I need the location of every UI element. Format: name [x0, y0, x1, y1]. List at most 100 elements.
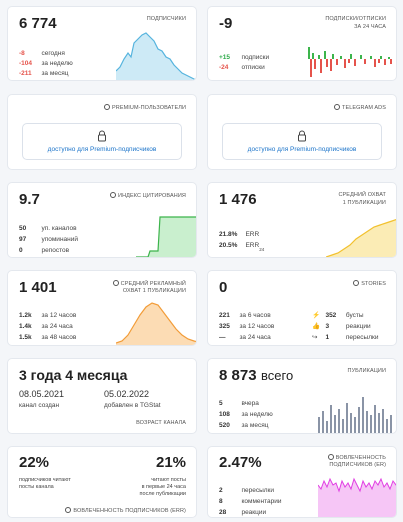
premium-users-title-text: PREMIUM-ПОЛЬЗОВАТЕЛИ: [112, 105, 186, 111]
er-value: 2.47%: [219, 454, 262, 471]
stat-label: за 48 часов: [41, 334, 77, 341]
stat-number: +15: [219, 54, 231, 61]
subscribers-card[interactable]: 6 774 ПОДПИСЧИКИ -8 сегодня -104 за неде…: [7, 6, 197, 81]
subs-unsubs-bars: [308, 47, 392, 77]
stat-number: -8: [19, 50, 25, 57]
ad-reach-row-12h: 1.2k за 12 часов: [19, 304, 76, 322]
reach-title-2: 1 ПУБЛИКАЦИИ: [342, 200, 386, 206]
err-right-text-1: читают посты: [151, 477, 186, 483]
stat-label: пересылки: [241, 487, 275, 494]
stat-label: за 6 часов: [239, 312, 271, 319]
stat-label: за 24 часа: [239, 334, 271, 341]
reach-value: 1 476: [219, 191, 257, 208]
unsubs-row: -24 отписки: [219, 56, 265, 74]
channel-age-card[interactable]: 3 года 4 месяца 08.05.2021 канал создан …: [7, 358, 197, 434]
reach-title-1: СРЕДНИЙ ОХВАТ: [338, 192, 386, 198]
err-card[interactable]: 22% подписчиков читают посты канала 21% …: [7, 446, 197, 518]
channel-age-footer: ВОЗРАСТ КАНАЛА: [136, 420, 186, 426]
stat-number: 8: [219, 498, 223, 505]
lock-icon: [298, 130, 306, 142]
clock-icon: [65, 507, 72, 513]
subscribers-row-month: -211 за месяц: [19, 62, 68, 80]
telegram-ads-title: TELEGRAM ADS: [334, 104, 386, 112]
stat-label: за неделю: [41, 60, 73, 67]
ad-reach-card[interactable]: 1 401 СРЕДНИЙ РЕКЛАМНЫЙ ОХВАТ 1 ПУБЛИКАЦ…: [7, 270, 197, 346]
citation-title: ИНДЕКС ЦИТИРОВАНИЯ: [110, 192, 186, 200]
telegram-ads-card[interactable]: TELEGRAM ADS доступно для Premium-подпис…: [207, 94, 397, 170]
subs-unsubs-card[interactable]: -9 ПОДПИСКИ/ОТПИСКИ ЗА 24 ЧАСА +15 подпи…: [207, 6, 397, 81]
stat-number: —: [219, 334, 226, 341]
lock-icon: [98, 130, 106, 142]
stat-number: 5: [219, 400, 223, 407]
stat-label: уп. каналов: [41, 225, 77, 232]
stat-label: сегодня: [41, 50, 65, 57]
ad-reach-row-48h: 1.5k за 48 часов: [19, 326, 76, 344]
boost-icon: ⚡: [312, 312, 321, 319]
stories-row-6h: 221 за 6 часов: [219, 304, 271, 322]
premium-users-card[interactable]: PREMIUM-ПОЛЬЗОВАТЕЛИ доступно для Premiu…: [7, 94, 197, 170]
er-card[interactable]: 2.47% ВОВЛЕЧЕННОСТЬ ПОДПИСЧИКОВ (ER) 2 п…: [207, 446, 397, 518]
added-date: 05.02.2022: [104, 389, 150, 399]
stories-card[interactable]: 0 STORIES 221 за 6 часов 325 за 12 часов…: [207, 270, 397, 346]
stat-number: 20.5%: [219, 242, 238, 249]
ad-reach-title-1: СРЕДНИЙ РЕКЛАМНЫЙ: [112, 280, 186, 288]
premium-link[interactable]: доступно для Premium-подписчиков: [247, 146, 357, 153]
premium-lock-box[interactable]: доступно для Premium-подписчиков: [22, 123, 182, 160]
subscribers-title: ПОДПИСЧИКИ: [146, 16, 186, 22]
stat-label: подписки: [241, 54, 270, 61]
clock-icon: [112, 280, 119, 286]
stat-number: 1.5k: [19, 334, 32, 341]
err-right-text-2: в первые 24 часа: [141, 484, 186, 490]
citation-row-channels: 50 уп. каналов: [19, 217, 77, 235]
er-title-1-text: ВОВЛЕЧЕННОСТЬ: [335, 455, 386, 461]
subscribers-value: 6 774: [19, 15, 57, 32]
stat-number: 97: [19, 236, 27, 243]
stat-subscript: 24: [259, 247, 265, 253]
stat-number: 50: [19, 225, 27, 232]
stat-number: 520: [219, 422, 230, 429]
err-right-text-3: после публикации: [139, 491, 186, 497]
subs-unsubs-value: -9: [219, 15, 233, 32]
publications-title: ПУБЛИКАЦИИ: [347, 368, 386, 374]
ad-reach-value: 1 401: [19, 279, 57, 296]
ad-reach-chart: [116, 302, 196, 345]
stat-number: -104: [19, 60, 33, 67]
publications-card[interactable]: 8 873 всего ПУБЛИКАЦИИ 5 вчера 108 за не…: [207, 358, 397, 434]
stat-label: за месяц: [241, 422, 269, 429]
stat-label: реакции: [241, 509, 267, 516]
stories-value: 0: [219, 279, 228, 296]
clock-icon: [334, 104, 340, 110]
stat-number: 1.4k: [19, 323, 32, 330]
stat-number: 352: [325, 312, 337, 319]
stat-number: 325: [219, 323, 230, 330]
citation-row-mentions: 97 упоминаний: [19, 228, 78, 246]
publications-value: 8 873: [219, 367, 257, 384]
publications-row-week: 108 за неделю: [219, 403, 273, 421]
stat-number: 21.8%: [219, 231, 238, 238]
stat-label: за месяц: [41, 70, 69, 77]
stat-label: отписки: [241, 64, 265, 71]
subs-row: +15 подписки: [219, 46, 269, 64]
stat-number: -211: [19, 70, 32, 77]
stories-row-boosts: ⚡ 352 бусты: [312, 304, 364, 322]
premium-lock-box[interactable]: доступно для Premium-подписчиков: [222, 123, 382, 160]
added-label: добавлен в TGStat: [104, 402, 161, 409]
err-footer-text: ВОВЛЕЧЕННОСТЬ ПОДПИСЧИКОВ (ERR): [73, 508, 186, 514]
ad-reach-row-24h: 1.4k за 24 часа: [19, 315, 73, 333]
share-icon: ↪: [312, 334, 318, 341]
subs-unsubs-title-2: ЗА 24 ЧАСА: [354, 24, 386, 30]
stat-label: ERR: [245, 231, 260, 238]
citation-card[interactable]: 9.7 ИНДЕКС ЦИТИРОВАНИЯ 50 уп. каналов 97…: [7, 182, 197, 258]
citation-row-reposts: 0 репостов: [19, 239, 69, 257]
stat-number: -24: [219, 64, 229, 71]
er-row-comments: 8 комментарии: [219, 490, 282, 508]
premium-link[interactable]: доступно для Premium-подписчиков: [47, 146, 157, 153]
stories-row-reactions: 👍 3 реакции: [312, 315, 371, 333]
err-right-value: 21%: [156, 454, 187, 471]
reach-card[interactable]: 1 476 СРЕДНИЙ ОХВАТ 1 ПУБЛИКАЦИИ 21.8% E…: [207, 182, 397, 258]
publications-row-month: 520 за месяц: [219, 414, 268, 432]
stat-number: 28: [219, 509, 227, 516]
clock-icon: [353, 280, 360, 286]
publications-value-line: 8 873 всего: [219, 367, 293, 385]
stat-label: репостов: [41, 247, 70, 254]
